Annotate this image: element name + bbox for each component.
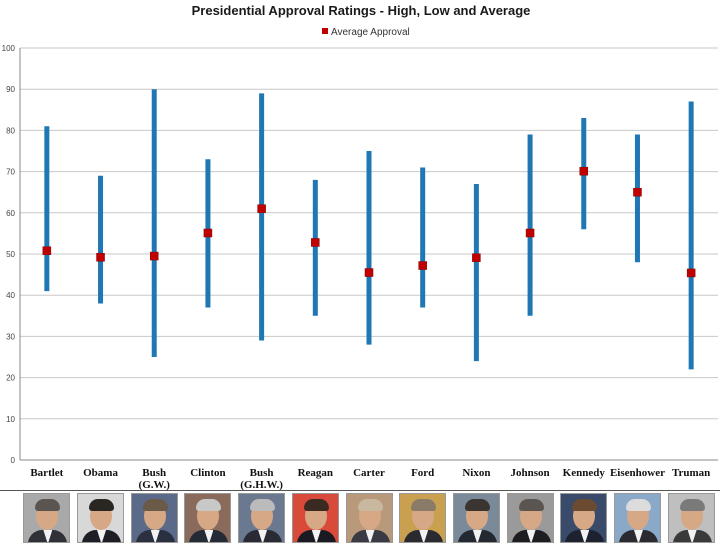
y-tick-label: 10 <box>6 415 15 424</box>
portrait-image <box>399 493 447 543</box>
chart-title: Presidential Approval Ratings - High, Lo… <box>192 3 531 18</box>
average-marker <box>96 253 105 262</box>
portrait-image <box>506 493 554 543</box>
portrait-image <box>667 493 715 543</box>
portrait-image <box>560 493 608 543</box>
average-marker <box>42 246 52 255</box>
portrait-image <box>613 493 661 543</box>
portrait-hair <box>518 499 544 511</box>
portrait-collar <box>472 530 482 542</box>
category-label: (G.W.) <box>139 479 171 491</box>
average-markers <box>42 166 696 278</box>
portrait-image <box>452 493 500 543</box>
portrait-collar <box>419 530 429 542</box>
category-label: Bartlet <box>30 467 63 479</box>
portrait-hair <box>35 499 61 511</box>
category-label: Reagan <box>298 467 333 479</box>
category-label: Bush <box>142 467 166 479</box>
y-axis-ticks: 0 10 20 30 40 50 60 70 80 90 100 <box>2 44 16 465</box>
legend-label: Average Approval <box>331 27 410 38</box>
category-label: Carter <box>353 467 385 479</box>
category-labels: Bartlet Obama Bush(G.W.)Clinton Bush(G.H.W.… <box>30 467 710 491</box>
portrait-hair <box>625 499 651 511</box>
average-marker <box>149 251 159 261</box>
category-label: Eisenhower <box>610 467 665 479</box>
legend: Average Approval <box>322 27 410 38</box>
portrait-hair <box>357 499 383 511</box>
portrait-hair <box>572 499 598 511</box>
portrait-collar <box>43 530 53 542</box>
category-label: Obama <box>83 467 118 479</box>
portrait-image <box>130 493 178 543</box>
average-marker <box>203 228 213 238</box>
category-label: Nixon <box>462 467 490 479</box>
portrait-strip-divider <box>0 490 720 491</box>
average-marker <box>633 187 642 197</box>
portrait-image <box>291 493 339 543</box>
average-marker <box>257 204 266 213</box>
category-label: Bush <box>250 467 274 479</box>
portrait-hair <box>142 499 168 511</box>
y-tick-label: 50 <box>6 250 15 259</box>
portrait-hair <box>464 499 490 511</box>
axes <box>19 48 718 461</box>
portrait-collar <box>204 530 214 542</box>
category-label: Truman <box>672 467 710 479</box>
portrait-collar <box>365 530 375 542</box>
y-tick-label: 60 <box>6 209 15 218</box>
range-bars <box>44 89 694 370</box>
portrait-collar <box>633 530 643 542</box>
y-tick-label: 0 <box>11 456 16 465</box>
portrait-collar <box>97 530 107 542</box>
average-marker <box>686 268 696 278</box>
average-marker <box>525 228 535 238</box>
y-tick-label: 30 <box>6 332 15 341</box>
y-tick-label: 70 <box>6 168 15 177</box>
y-tick-label: 40 <box>6 291 15 300</box>
portrait-image <box>184 493 232 543</box>
portrait-hair <box>196 499 222 511</box>
portrait-collar <box>311 530 321 542</box>
y-tick-label: 20 <box>6 374 15 383</box>
portrait-image <box>345 493 393 543</box>
average-marker <box>311 238 320 247</box>
average-marker <box>418 261 427 270</box>
portrait-hair <box>411 499 437 511</box>
portrait-image <box>238 493 286 543</box>
portrait-hair <box>679 499 705 511</box>
portrait-hair <box>303 499 329 511</box>
y-tick-label: 90 <box>6 85 15 94</box>
portrait-collar <box>526 530 536 542</box>
portrait-hair <box>89 499 115 511</box>
portrait-collar <box>687 530 697 542</box>
y-tick-label: 80 <box>6 126 15 135</box>
category-label: Kennedy <box>563 467 606 479</box>
portrait-image <box>77 493 125 543</box>
average-marker <box>472 253 481 262</box>
category-label: Clinton <box>190 467 225 479</box>
category-label: Johnson <box>511 467 550 479</box>
average-marker <box>579 166 589 176</box>
legend-marker <box>322 28 328 34</box>
category-label: Ford <box>411 467 434 479</box>
average-marker <box>364 268 374 277</box>
portrait-image <box>23 493 71 543</box>
y-tick-label: 100 <box>2 44 16 53</box>
portrait-hair <box>250 499 276 511</box>
portrait-collar <box>580 530 590 542</box>
category-label: (G.H.W.) <box>240 479 283 491</box>
portrait-collar <box>150 530 160 542</box>
portrait-collar <box>258 530 268 542</box>
